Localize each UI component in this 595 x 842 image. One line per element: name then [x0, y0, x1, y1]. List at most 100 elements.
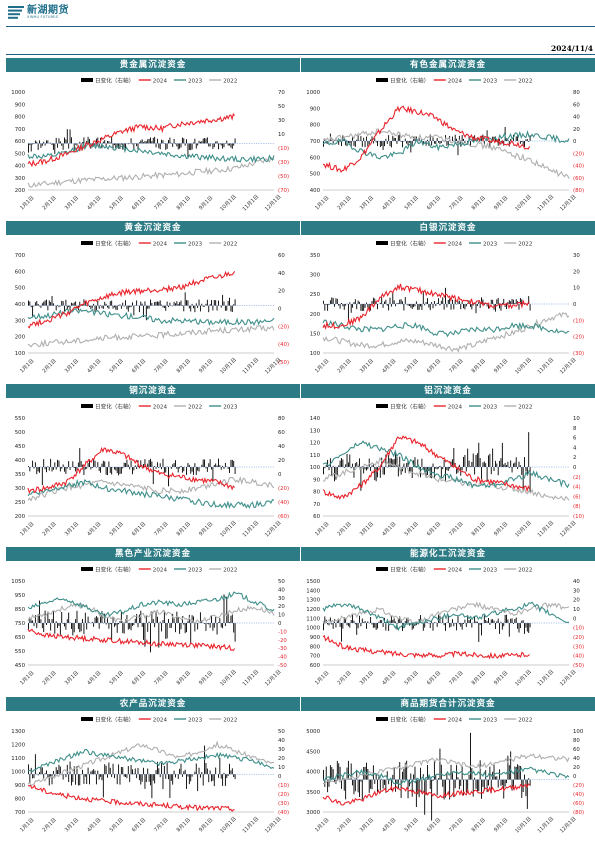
- daily-change-bar: [427, 298, 428, 304]
- y-tick-label: 900: [15, 783, 26, 789]
- daily-change-bar: [155, 467, 157, 469]
- daily-change-bar: [422, 623, 424, 631]
- y2-tick-label: (60): [573, 176, 584, 182]
- y2-tick-label: 20: [278, 289, 285, 295]
- daily-change-bar: [37, 614, 39, 623]
- daily-change-bar: [432, 779, 434, 781]
- legend-label: 日变化（右轴）: [95, 716, 134, 724]
- daily-change-bar: [510, 751, 512, 780]
- daily-change-bar: [82, 464, 83, 467]
- daily-change-bar: [360, 779, 362, 782]
- chart-svg: 日变化（右轴） 2024 2023 2022100090080070060050040…: [11, 77, 289, 213]
- daily-change-bar: [526, 623, 528, 632]
- x-tick-label: 2月1日: [336, 194, 353, 211]
- daily-change-bar: [360, 623, 362, 627]
- x-tick-label: 5月1日: [108, 357, 125, 374]
- daily-change-bar: [43, 774, 45, 779]
- daily-change-bar: [497, 298, 499, 304]
- daily-change-bar: [105, 303, 107, 306]
- daily-change-bar: [392, 619, 394, 623]
- daily-change-bar: [68, 461, 70, 467]
- y2-tick-label: 10: [573, 286, 580, 292]
- daily-change-bar: [113, 623, 115, 627]
- daily-change-bar: [231, 459, 233, 467]
- daily-change-bar: [113, 143, 115, 146]
- y-tick-label: 950: [15, 593, 26, 599]
- daily-change-bar: [36, 623, 38, 629]
- daily-change-bar: [341, 779, 342, 789]
- daily-change-bar: [215, 300, 217, 306]
- daily-change-bar: [357, 135, 359, 141]
- daily-change-bar: [100, 774, 102, 777]
- daily-change-bar: [508, 300, 510, 304]
- daily-change-bar: [220, 305, 222, 308]
- daily-change-bar: [144, 774, 146, 789]
- daily-change-bar: [368, 458, 370, 467]
- daily-change-bar: [52, 610, 54, 623]
- daily-change-bar: [332, 769, 334, 780]
- daily-change-bar: [403, 463, 405, 467]
- x-tick-label: 5月1日: [108, 669, 125, 686]
- daily-change-bar: [188, 774, 190, 785]
- daily-change-bar: [410, 623, 412, 624]
- daily-change-bar: [129, 467, 131, 470]
- daily-change-bar: [28, 764, 29, 775]
- daily-change-bar: [118, 467, 120, 476]
- x-tick-label: 1月1日: [18, 669, 35, 686]
- y2-tick-label: (4): [573, 485, 581, 491]
- daily-change-bar: [454, 134, 456, 141]
- daily-change-bar: [32, 143, 34, 145]
- daily-change-bar: [108, 305, 110, 309]
- y2-tick-label: 40: [278, 587, 285, 593]
- daily-change-bar: [353, 141, 355, 146]
- y2-tick-label: -40: [278, 655, 287, 661]
- daily-change-bar: [385, 454, 387, 467]
- y-tick-label: 200: [15, 188, 26, 194]
- daily-change-bar: [343, 617, 345, 623]
- daily-change-bar: [86, 305, 88, 306]
- daily-change-bar: [504, 614, 506, 623]
- x-tick-label: 3月1日: [63, 520, 80, 537]
- daily-change-bar: [98, 623, 100, 629]
- daily-change-bar: [343, 304, 345, 310]
- y2-tick-label: 0: [573, 465, 577, 471]
- daily-change-bar: [119, 467, 121, 474]
- daily-change-bar: [108, 762, 110, 775]
- daily-change-bar: [59, 766, 61, 775]
- daily-change-bar: [194, 623, 196, 632]
- daily-change-bar: [227, 774, 229, 776]
- daily-change-bar: [156, 761, 158, 775]
- daily-change-bar: [436, 467, 438, 470]
- daily-change-bar: [37, 303, 39, 306]
- daily-change-bar: [447, 141, 449, 145]
- daily-change-bar: [47, 466, 49, 467]
- daily-change-bar: [386, 771, 388, 780]
- daily-change-bar: [162, 620, 164, 623]
- daily-change-bar: [435, 141, 437, 145]
- daily-change-bar: [206, 137, 208, 144]
- daily-change-bar: [474, 616, 476, 623]
- daily-change-bar: [44, 773, 46, 775]
- daily-change-bar: [82, 618, 83, 623]
- daily-change-bar: [329, 617, 331, 623]
- daily-change-bar: [349, 302, 351, 304]
- daily-change-bar: [216, 305, 218, 311]
- daily-change-bar: [40, 143, 42, 149]
- daily-change-bar: [158, 143, 160, 149]
- series-line-y2023: [322, 601, 570, 632]
- daily-change-bar: [402, 467, 403, 472]
- daily-change-bar: [61, 143, 63, 146]
- series-line-y2024: [27, 446, 235, 495]
- daily-change-bar: [233, 304, 235, 306]
- y2-tick-label: (50): [278, 360, 289, 366]
- chart-svg: 日变化（右轴） 2024 2023 2022130012001100100090080…: [11, 716, 289, 835]
- y2-tick-label: 0: [278, 472, 282, 478]
- daily-change-bar: [332, 623, 334, 629]
- daily-change-bar: [123, 305, 125, 307]
- daily-change-bar: [463, 457, 464, 467]
- legend-swatch-bar: [81, 717, 93, 721]
- daily-change-bar: [64, 137, 65, 144]
- y-tick-label: 1100: [11, 756, 25, 762]
- x-tick-label: 10月1日: [219, 668, 238, 687]
- y-tick-label: 3000: [306, 810, 320, 816]
